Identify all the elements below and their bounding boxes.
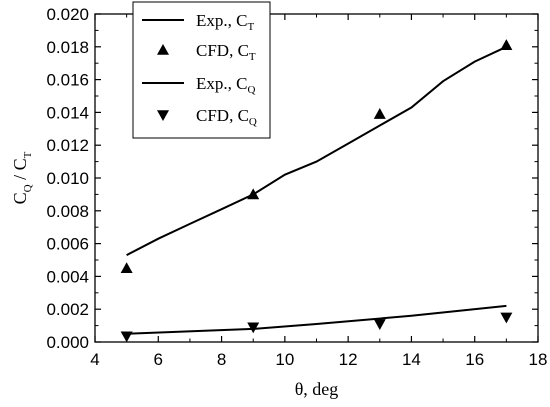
data-point-1 xyxy=(373,108,386,119)
x-axis-title: θ, deg xyxy=(295,379,339,399)
y-tick-label: 0.014 xyxy=(46,103,89,122)
y-tick-label: 0.010 xyxy=(46,169,89,188)
y-tick-label: 0.012 xyxy=(46,136,89,155)
legend-label: CFD, CQ xyxy=(196,106,257,128)
data-point-1 xyxy=(247,188,260,200)
series-line-2 xyxy=(126,304,507,335)
legend: Exp., CT CFD, CT Exp., CQ CFD, CQ xyxy=(132,1,271,139)
x-tick-label: 12 xyxy=(339,350,358,369)
data-point-1 xyxy=(120,262,133,273)
y-tick-label: 0.016 xyxy=(46,71,89,90)
x-tick-label: 4 xyxy=(90,350,99,369)
data-point-3 xyxy=(373,319,386,330)
x-axis: 4 6 8 10 12 14 16 18 xyxy=(90,14,547,369)
legend-label: CFD, CT xyxy=(196,41,256,63)
data-point-3 xyxy=(500,312,513,324)
legend-box xyxy=(132,1,271,139)
data-point-3 xyxy=(120,331,133,343)
y-tick-label: 0.000 xyxy=(46,333,89,352)
x-tick-label: 10 xyxy=(275,350,294,369)
x-tick-label: 14 xyxy=(402,350,421,369)
y-tick-label: 0.006 xyxy=(46,235,89,254)
x-tick-label: 6 xyxy=(154,350,163,369)
series-line-0 xyxy=(126,45,507,256)
series-layer xyxy=(120,39,513,343)
data-point-3 xyxy=(247,322,260,334)
x-tick-label: 16 xyxy=(465,350,484,369)
y-tick-label: 0.002 xyxy=(46,300,89,319)
y-tick-label: 0.020 xyxy=(46,5,89,24)
y-tick-label: 0.018 xyxy=(46,38,89,57)
legend-label: Exp., CT xyxy=(196,11,254,33)
y-tick-label: 0.004 xyxy=(46,267,89,286)
x-tick-label: 18 xyxy=(529,350,548,369)
y-tick-label: 0.008 xyxy=(46,202,89,221)
x-tick-label: 8 xyxy=(217,350,226,369)
legend-label: Exp., CQ xyxy=(196,74,255,96)
y-axis: 0.000 0.002 0.004 0.006 0.008 0.010 0.012 0.014… xyxy=(46,5,538,352)
y-axis-title: CQ / CT xyxy=(10,151,34,204)
data-point-1 xyxy=(500,39,513,50)
legend-marker-swatch xyxy=(157,44,169,55)
legend-marker-swatch xyxy=(157,110,169,121)
